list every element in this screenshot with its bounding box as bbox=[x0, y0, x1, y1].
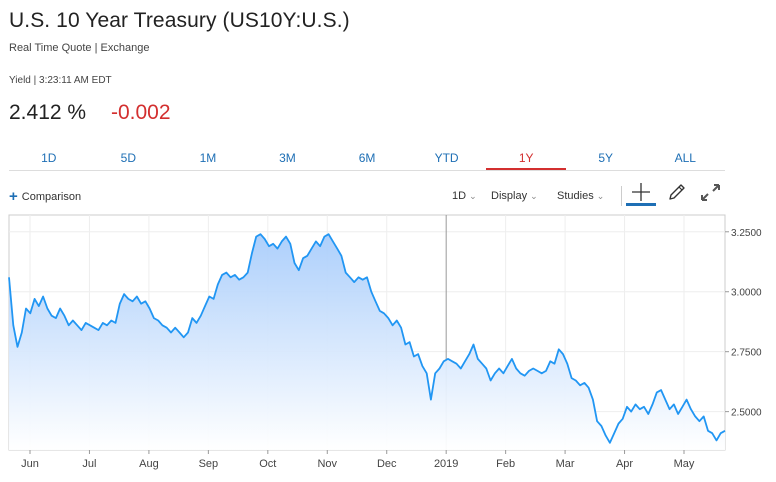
series-line bbox=[8, 233, 726, 444]
tab-3m[interactable]: 3M bbox=[279, 151, 296, 165]
x-tick-label: Feb bbox=[496, 458, 515, 470]
display-dropdown[interactable]: Display ⌄ bbox=[491, 190, 538, 202]
expand-tool[interactable] bbox=[697, 180, 727, 204]
tab-6m[interactable]: 6M bbox=[358, 151, 376, 165]
x-tick-label: Sep bbox=[199, 458, 219, 470]
plot-frame bbox=[8, 214, 726, 451]
x-tick-label: May bbox=[674, 458, 695, 470]
yield-timestamp: Yield | 3:23:11 AM EDT bbox=[9, 75, 112, 86]
y-tick-label: 2.5000 bbox=[731, 408, 762, 419]
x-tick-label: Mar bbox=[556, 458, 575, 470]
interval-label: 1D bbox=[452, 190, 467, 202]
tab-1m[interactable]: 1M bbox=[199, 151, 217, 165]
tab-1d[interactable]: 1D bbox=[41, 151, 57, 165]
x-tick-label: 2019 bbox=[434, 458, 458, 470]
plus-icon: + bbox=[9, 188, 18, 205]
x-tick-label: Jun bbox=[21, 458, 39, 470]
x-tick-label: Dec bbox=[377, 458, 397, 470]
crosshair-icon bbox=[632, 183, 650, 201]
y-tick-label: 3.2500 bbox=[731, 228, 762, 239]
expand-icon bbox=[701, 184, 720, 201]
draw-tool[interactable] bbox=[662, 180, 692, 204]
crosshair-tool[interactable] bbox=[626, 180, 656, 206]
chart-toolbar: + Comparison 1D ⌄ Display ⌄ Studies ⌄ bbox=[0, 183, 776, 208]
x-tick-label: Apr bbox=[616, 458, 633, 470]
draw-pencil-icon bbox=[669, 184, 685, 200]
current-yield: 2.412 % bbox=[9, 101, 87, 124]
display-label: Display bbox=[491, 190, 528, 202]
time-range-tabs: 1D 5D 1M 3M 6M YTD 1Y 5Y ALL bbox=[9, 148, 725, 171]
series-area bbox=[9, 234, 725, 450]
yield-change: -0.002 bbox=[111, 101, 171, 124]
comparison-label: Comparison bbox=[21, 191, 82, 203]
tab-ytd[interactable]: YTD bbox=[434, 151, 459, 165]
x-tick-label: Oct bbox=[259, 458, 276, 470]
comparison-button[interactable]: + Comparison bbox=[9, 188, 81, 205]
toolbar-divider bbox=[621, 186, 622, 206]
tab-all[interactable]: ALL bbox=[674, 151, 696, 165]
y-tick-label: 3.0000 bbox=[731, 288, 762, 299]
chevron-down-icon: ⌄ bbox=[530, 191, 538, 201]
studies-label: Studies bbox=[557, 190, 594, 202]
chevron-down-icon: ⌄ bbox=[469, 191, 477, 201]
chevron-down-icon: ⌄ bbox=[596, 191, 605, 201]
y-tick-label: 2.7500 bbox=[731, 348, 762, 359]
x-tick-label: Jul bbox=[82, 458, 96, 470]
tab-5d[interactable]: 5D bbox=[120, 151, 137, 165]
studies-dropdown[interactable]: Studies ⌄ bbox=[557, 190, 604, 202]
x-tick-label: Aug bbox=[139, 458, 159, 470]
x-tick-label: Nov bbox=[317, 458, 337, 470]
quote-source: Real Time Quote | Exchange bbox=[9, 42, 150, 54]
interval-dropdown[interactable]: 1D ⌄ bbox=[452, 190, 477, 202]
page-title: U.S. 10 Year Treasury (US10Y:U.S.) bbox=[9, 9, 350, 32]
tab-1y[interactable]: 1Y bbox=[486, 148, 566, 170]
tab-5y[interactable]: 5Y bbox=[598, 151, 614, 165]
